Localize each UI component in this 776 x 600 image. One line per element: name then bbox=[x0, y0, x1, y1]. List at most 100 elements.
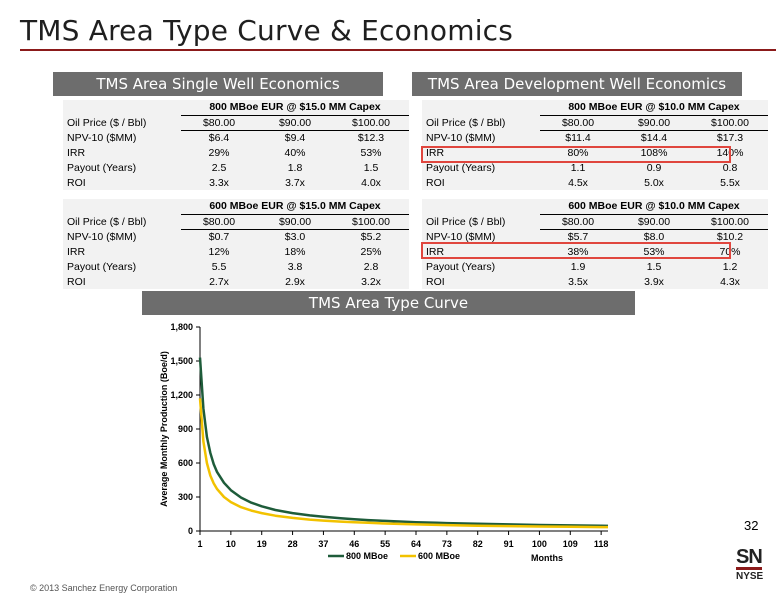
x-tick-label: 109 bbox=[563, 539, 578, 549]
row-label: NPV-10 ($MM) bbox=[67, 230, 137, 243]
row-value: 12% bbox=[208, 245, 230, 258]
table-caption: 600 MBoe EUR @ $15.0 MM Capex bbox=[181, 199, 409, 215]
row-value: 0.9 bbox=[646, 161, 662, 174]
row-value: $10.2 bbox=[716, 230, 744, 243]
x-tick-label: 37 bbox=[318, 539, 328, 549]
row-value: $8.0 bbox=[643, 230, 665, 243]
chart-series bbox=[198, 357, 609, 529]
x-tick-label: 28 bbox=[288, 539, 298, 549]
table-row: NPV-10 ($MM) $5.7 $8.0 $10.2 bbox=[422, 229, 768, 244]
row-label: NPV-10 ($MM) bbox=[426, 131, 496, 144]
row-value: 53% bbox=[643, 245, 665, 258]
logo-nyse-text: NYSE bbox=[736, 571, 764, 582]
y-axis-title: Average Monthly Production (Boe/d) bbox=[159, 351, 169, 507]
x-tick-label: 1 bbox=[197, 539, 202, 549]
table-row: Oil Price ($ / Bbl) $80.00 $90.00 $100.00 bbox=[63, 115, 409, 131]
x-tick-label: 64 bbox=[411, 539, 421, 549]
table-row: NPV-10 ($MM) $6.4 $9.4 $12.3 bbox=[63, 130, 409, 145]
table-row: Payout (Years) 2.5 1.8 1.5 bbox=[63, 160, 409, 175]
row-value: $5.7 bbox=[567, 230, 589, 243]
row-value: $100.00 bbox=[692, 115, 768, 131]
x-tick-label: 82 bbox=[473, 539, 483, 549]
table-row: Oil Price ($ / Bbl) $80.00 $90.00 $100.00 bbox=[422, 214, 768, 230]
row-label: Oil Price ($ / Bbl) bbox=[426, 215, 506, 228]
row-value: 3.7x bbox=[285, 176, 305, 189]
row-value: 40% bbox=[284, 146, 306, 159]
copyright-text: © 2013 Sanchez Energy Corporation bbox=[30, 583, 178, 593]
x-tick-label: 10 bbox=[226, 539, 236, 549]
row-value: 2.7x bbox=[209, 275, 229, 288]
table-row: ROI 2.7x 2.9x 3.2x bbox=[63, 274, 409, 289]
table-row: ROI 3.5x 3.9x 4.3x bbox=[422, 274, 768, 289]
y-tick-label: 1,200 bbox=[170, 390, 193, 400]
row-label: Payout (Years) bbox=[426, 260, 496, 273]
row-value: 4.0x bbox=[361, 176, 381, 189]
single-well-800-table: 800 MBoe EUR @ $15.0 MM Capex Oil Price (… bbox=[63, 100, 409, 190]
row-value: $17.3 bbox=[716, 131, 744, 144]
row-value: 25% bbox=[360, 245, 382, 258]
row-label: Oil Price ($ / Bbl) bbox=[67, 116, 147, 129]
row-value: $9.4 bbox=[284, 131, 306, 144]
series-line-600-mboe bbox=[198, 398, 608, 529]
row-label: ROI bbox=[426, 275, 445, 288]
row-value: $80.00 bbox=[540, 214, 616, 230]
row-label: IRR bbox=[67, 146, 86, 159]
row-label: ROI bbox=[426, 176, 445, 189]
row-value: 1.5 bbox=[363, 161, 379, 174]
logo-bar bbox=[736, 567, 762, 570]
table-row: IRR 29% 40% 53% bbox=[63, 145, 409, 160]
x-tick-label: 19 bbox=[257, 539, 267, 549]
row-value: 18% bbox=[284, 245, 306, 258]
series-line-800-mboe bbox=[198, 357, 609, 528]
row-value: $90.00 bbox=[616, 115, 692, 131]
row-label: Oil Price ($ / Bbl) bbox=[426, 116, 506, 129]
y-tick-label: 1,500 bbox=[170, 356, 193, 366]
row-value: 3.2x bbox=[361, 275, 381, 288]
row-value: 0.8 bbox=[722, 161, 738, 174]
row-value: $90.00 bbox=[616, 214, 692, 230]
row-value: 29% bbox=[208, 146, 230, 159]
row-value: $80.00 bbox=[181, 214, 257, 230]
table-row: NPV-10 ($MM) $0.7 $3.0 $5.2 bbox=[63, 229, 409, 244]
chart-axes: 0 300 600 900 1,200 1,500 1,800 1 10 19 28 37 46 55 64… bbox=[159, 322, 608, 563]
row-label: IRR bbox=[426, 245, 445, 258]
row-label: NPV-10 ($MM) bbox=[67, 131, 137, 144]
y-tick-label: 900 bbox=[178, 424, 193, 434]
row-value: $11.4 bbox=[565, 131, 591, 144]
table-caption: 600 MBoe EUR @ $10.0 MM Capex bbox=[540, 199, 768, 215]
row-value: 3.3x bbox=[209, 176, 229, 189]
row-value: 1.5 bbox=[646, 260, 662, 273]
page-number: 32 bbox=[744, 518, 759, 533]
row-value: $14.4 bbox=[640, 131, 668, 144]
table-row: Oil Price ($ / Bbl) $80.00 $90.00 $100.00 bbox=[422, 115, 768, 131]
row-value: $90.00 bbox=[257, 115, 333, 131]
row-value: $100.00 bbox=[333, 214, 409, 230]
row-label: Oil Price ($ / Bbl) bbox=[67, 215, 147, 228]
row-value: 4.5x bbox=[568, 176, 588, 189]
row-value: 1.9 bbox=[570, 260, 586, 273]
row-label: ROI bbox=[67, 176, 86, 189]
row-value: $100.00 bbox=[333, 115, 409, 131]
table-row: NPV-10 ($MM) $11.4 $14.4 $17.3 bbox=[422, 130, 768, 145]
row-label: IRR bbox=[67, 245, 86, 258]
x-axis-title: Months bbox=[531, 553, 563, 563]
table-row: IRR 12% 18% 25% bbox=[63, 244, 409, 259]
table-row: Oil Price ($ / Bbl) $80.00 $90.00 $100.00 bbox=[63, 214, 409, 230]
row-value: 3.9x bbox=[644, 275, 664, 288]
sn-nyse-logo: SN NYSE bbox=[736, 547, 774, 592]
y-tick-label: 600 bbox=[178, 458, 193, 468]
single-well-600-table: 600 MBoe EUR @ $15.0 MM Capex Oil Price (… bbox=[63, 199, 409, 289]
table-row: Payout (Years) 1.9 1.5 1.2 bbox=[422, 259, 768, 274]
row-value: $90.00 bbox=[257, 214, 333, 230]
row-value: $3.0 bbox=[284, 230, 306, 243]
y-tick-label: 300 bbox=[178, 492, 193, 502]
row-value: $5.2 bbox=[360, 230, 382, 243]
x-tick-label: 73 bbox=[442, 539, 452, 549]
table-caption: 800 MBoe EUR @ $10.0 MM Capex bbox=[540, 100, 768, 116]
slide-title: TMS Area Type Curve & Economics bbox=[20, 14, 514, 47]
x-tick-label: 55 bbox=[380, 539, 390, 549]
table-row: ROI 4.5x 5.0x 5.5x bbox=[422, 175, 768, 190]
row-label: ROI bbox=[67, 275, 86, 288]
row-value: 80% bbox=[567, 146, 589, 159]
row-value: 5.5 bbox=[211, 260, 227, 273]
